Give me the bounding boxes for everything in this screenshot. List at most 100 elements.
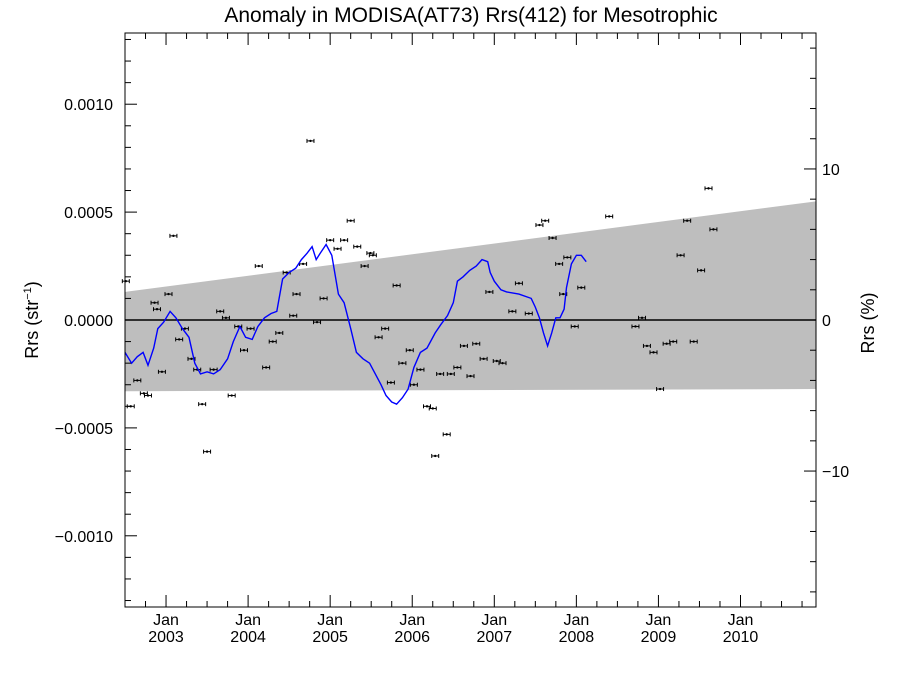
data-point-dot (249, 327, 252, 330)
data-point (541, 218, 550, 223)
x-tick-label-year: 2004 (230, 629, 266, 646)
data-point-dot (237, 325, 240, 328)
data-point-dot (482, 357, 485, 361)
data-point-dot (679, 254, 682, 257)
data-point-dot (566, 256, 569, 259)
y-axis-label-left: Rrs (str−1) (22, 281, 42, 359)
data-point (466, 374, 475, 379)
data-point (431, 453, 440, 458)
y-tick-label-left: 0.0010 (64, 97, 113, 114)
data-point (374, 335, 383, 340)
data-point-dot (645, 344, 649, 348)
data-point-dot (155, 308, 159, 311)
data-point-dot (395, 284, 398, 287)
data-point-dot (434, 454, 437, 458)
data-point-dot (640, 316, 644, 320)
data-point-dot (371, 254, 375, 257)
data-point-dot (425, 405, 429, 408)
data-point (649, 350, 658, 355)
data-point (405, 348, 414, 353)
x-tick-label-month: Jan (646, 612, 672, 629)
data-point-dot (408, 349, 411, 352)
x-tick-label-year: 2003 (148, 629, 184, 646)
data-point-dot (685, 219, 689, 222)
data-point-dot (469, 374, 472, 378)
y-axis-label-left-superscript: −1 (22, 287, 34, 300)
data-point-dot (315, 320, 319, 324)
y-tick-label-left: 0.0005 (64, 205, 113, 222)
smoothed-anomaly-line (124, 243, 587, 406)
data-point (157, 369, 166, 374)
data-point (479, 356, 488, 361)
x-tick-label-month: Jan (235, 612, 261, 629)
data-point (535, 223, 544, 228)
plot-area (121, 138, 816, 458)
data-point (570, 324, 579, 329)
data-point (306, 138, 315, 143)
data-point-dot (607, 215, 611, 218)
data-point-dot (190, 357, 193, 361)
data-point-dot (456, 366, 459, 369)
data-point (221, 315, 230, 320)
data-point-dot (562, 292, 565, 296)
data-point (709, 227, 718, 232)
data-point (446, 371, 455, 376)
data-point-dot (712, 228, 715, 231)
data-point-dot (172, 234, 175, 238)
data-point (524, 311, 533, 316)
data-point (254, 264, 263, 269)
x-tick-label-year: 2005 (312, 629, 348, 646)
data-point-dot (383, 327, 387, 330)
data-point (289, 313, 298, 318)
data-point-dot (292, 314, 295, 317)
data-point-dot (285, 271, 288, 274)
data-point-dot (658, 387, 662, 391)
data-point (704, 186, 713, 191)
data-point-dot (511, 310, 514, 313)
y-axis-label-left-text: Rrs (str (22, 300, 42, 359)
data-point-dot (183, 327, 187, 330)
data-point-dot (652, 351, 655, 354)
data-point-dot (278, 331, 281, 335)
data-point-dot (153, 301, 156, 304)
data-point-dot (160, 370, 164, 373)
data-point (346, 218, 355, 223)
y-tick-label-right: −10 (822, 464, 849, 481)
data-point-dot (328, 238, 332, 242)
uncertainty-band (125, 201, 816, 392)
x-tick-label-month: Jan (481, 612, 507, 629)
data-point (313, 320, 322, 325)
data-point (175, 337, 184, 342)
data-point-dot (672, 340, 675, 343)
data-point-dot (146, 394, 150, 397)
data-point-dot (389, 381, 393, 384)
data-point (563, 255, 572, 260)
data-point (669, 339, 678, 344)
x-tick-label-month: Jan (153, 612, 179, 629)
data-point-dot (445, 433, 448, 436)
x-tick-label-year: 2008 (559, 629, 595, 646)
chart-title: Anomaly in MODISA(AT73) Rrs(412) for Mes… (224, 4, 717, 27)
data-point (409, 382, 418, 387)
data-point (423, 404, 432, 409)
data-point-dot (356, 245, 359, 248)
data-point (340, 238, 349, 243)
data-point-dot (271, 340, 274, 343)
x-tick-label-month: Jan (728, 612, 754, 629)
data-point-dot (580, 286, 583, 289)
data-point (153, 307, 162, 312)
data-point (508, 309, 517, 314)
data-point (360, 264, 369, 269)
data-point (216, 309, 225, 314)
data-point-dot (295, 292, 298, 296)
data-point-dot (363, 264, 366, 268)
data-point (472, 341, 481, 346)
data-point (683, 218, 692, 223)
data-point-dot (257, 264, 260, 268)
data-point (428, 406, 437, 411)
data-point (150, 300, 159, 305)
data-point (459, 343, 468, 348)
data-point (333, 246, 342, 251)
data-point (498, 361, 507, 366)
